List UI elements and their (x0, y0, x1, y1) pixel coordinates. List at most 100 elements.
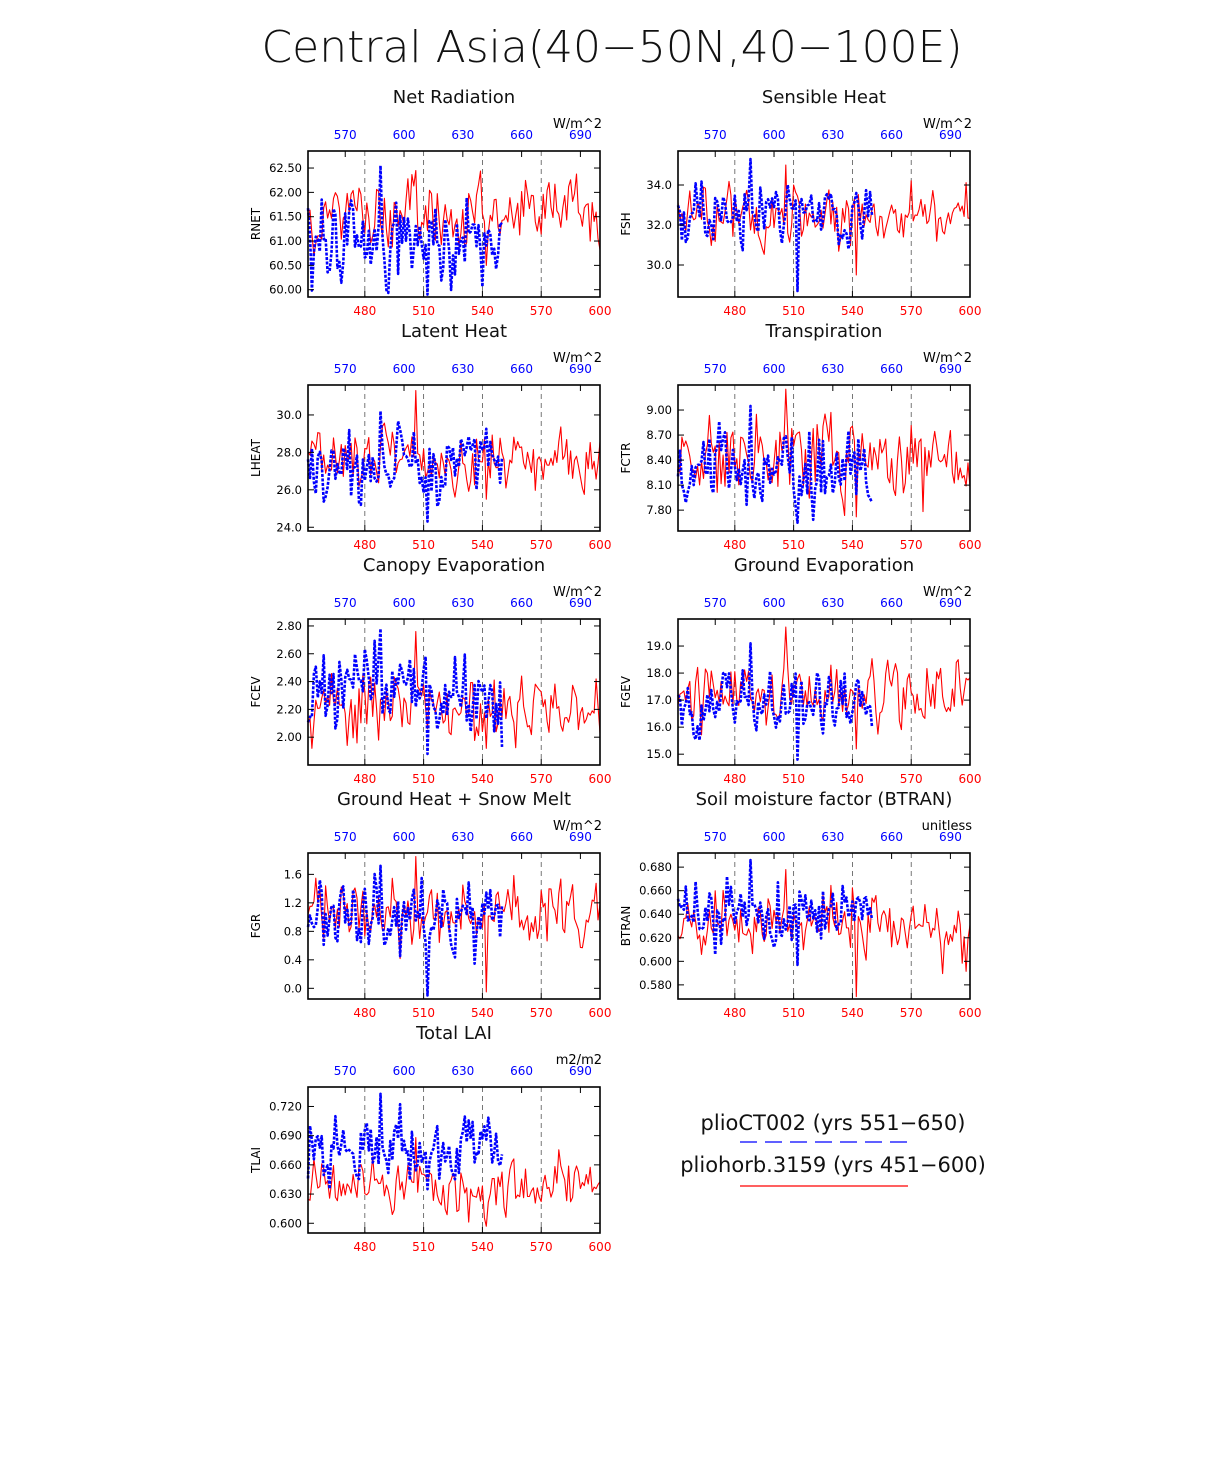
x-top-tick-label: 660 (510, 362, 533, 376)
x-bottom-tick-label: 480 (353, 304, 376, 318)
x-bottom-tick-label: 600 (589, 772, 612, 786)
y-tick-label: 0.680 (639, 860, 672, 874)
y-tick-label: 62.50 (269, 161, 302, 175)
legend-entry-pliohorb: pliohorb.3159 (yrs 451−600) (680, 1153, 986, 1177)
series-line-plioct002 (306, 409, 504, 523)
x-top-tick-label: 660 (510, 1064, 533, 1078)
x-top-tick-label: 630 (821, 362, 844, 376)
series-line-plioct002 (306, 1092, 504, 1191)
y-axis-label: FCEV (249, 676, 263, 708)
y-tick-label: 2.00 (276, 730, 302, 744)
plot-frame (677, 852, 971, 1000)
y-tick-label: 0.8 (284, 924, 302, 938)
y-tick-label: 2.80 (276, 619, 302, 633)
x-top-tick-label: 660 (880, 830, 903, 844)
y-tick-label: 30.0 (276, 408, 302, 422)
x-bottom-tick-label: 570 (900, 304, 923, 318)
x-bottom-tick-label: 510 (782, 1006, 805, 1020)
y-axis-label: BTRAN (619, 906, 633, 947)
x-top-tick-label: 690 (939, 362, 962, 376)
units-label: W/m^2 (923, 351, 972, 366)
x-bottom-tick-label: 510 (782, 304, 805, 318)
x-top-tick-label: 690 (569, 830, 592, 844)
x-top-tick-label: 600 (393, 362, 416, 376)
y-tick-label: 62.00 (269, 185, 302, 199)
panel-rnet: Net Radiation W/m^2 RNET 480 510 540 570 600 570… (249, 87, 611, 318)
y-tick-label: 26.0 (276, 483, 302, 497)
x-bottom-tick-label: 480 (353, 1006, 376, 1020)
x-top-tick-label: 690 (569, 1064, 592, 1078)
y-tick-label: 17.0 (646, 693, 672, 707)
x-bottom-tick-label: 480 (353, 772, 376, 786)
panel-fctr: Transpiration W/m^2 FCTR 480 510 540 570 600 570… (619, 321, 981, 552)
x-bottom-tick-label: 510 (782, 772, 805, 786)
plot-frame (307, 852, 601, 1000)
x-top-tick-label: 600 (393, 596, 416, 610)
series-line-plioct002 (306, 864, 504, 997)
y-tick-label: 0.0 (284, 981, 302, 995)
x-top-tick-label: 600 (763, 362, 786, 376)
plot-frame (307, 618, 601, 766)
panel-fcev: Canopy Evaporation W/m^2 FCEV 480 510 540 570 6… (249, 555, 611, 786)
y-tick-label: 8.40 (646, 453, 672, 467)
x-bottom-tick-label: 600 (589, 538, 612, 552)
series-line-pliohorb (307, 630, 601, 749)
x-top-tick-label: 660 (880, 362, 903, 376)
series-line-pliohorb (677, 868, 971, 998)
y-tick-label: 60.50 (269, 258, 302, 272)
panel-fgr: Ground Heat + Snow Melt W/m^2 FGR 480 510 540… (249, 789, 611, 1020)
y-tick-label: 0.630 (269, 1187, 302, 1201)
units-label: W/m^2 (553, 819, 602, 834)
x-bottom-tick-label: 570 (530, 1006, 553, 1020)
x-top-tick-label: 570 (334, 1064, 357, 1078)
x-bottom-tick-label: 510 (412, 772, 435, 786)
x-bottom-tick-label: 510 (782, 538, 805, 552)
panel-title-tlai: Total LAI (415, 1023, 492, 1044)
x-top-tick-label: 660 (880, 128, 903, 142)
x-bottom-tick-label: 480 (353, 1240, 376, 1254)
panel-title-lheat: Latent Heat (401, 321, 507, 342)
y-axis-label: LHEAT (249, 438, 263, 477)
x-bottom-tick-label: 510 (412, 304, 435, 318)
x-top-tick-label: 660 (510, 128, 533, 142)
x-top-tick-label: 630 (451, 362, 474, 376)
y-tick-label: 15.0 (646, 747, 672, 761)
y-tick-label: 8.70 (646, 428, 672, 442)
units-label: W/m^2 (923, 585, 972, 600)
x-top-tick-label: 600 (393, 1064, 416, 1078)
y-tick-label: 0.620 (639, 931, 672, 945)
x-bottom-tick-label: 540 (841, 1006, 864, 1020)
x-bottom-tick-label: 600 (959, 772, 982, 786)
y-axis-label: FGR (249, 914, 263, 939)
y-tick-label: 0.600 (269, 1216, 302, 1230)
y-tick-label: 60.00 (269, 283, 302, 297)
x-top-tick-label: 630 (451, 128, 474, 142)
y-axis-label: FSH (619, 212, 633, 235)
x-top-tick-label: 570 (334, 128, 357, 142)
x-bottom-tick-label: 480 (723, 304, 746, 318)
x-bottom-tick-label: 570 (530, 304, 553, 318)
y-tick-label: 2.60 (276, 647, 302, 661)
plot-frame (307, 384, 601, 532)
x-top-tick-label: 570 (334, 596, 357, 610)
x-bottom-tick-label: 480 (353, 538, 376, 552)
x-bottom-tick-label: 540 (471, 304, 494, 318)
x-top-tick-label: 630 (821, 596, 844, 610)
panel-title-fgr: Ground Heat + Snow Melt (337, 789, 571, 810)
units-label: W/m^2 (553, 117, 602, 132)
x-top-tick-label: 630 (451, 596, 474, 610)
panel-lheat: Latent Heat W/m^2 LHEAT 480 510 540 570 600 570 6… (249, 321, 611, 552)
x-bottom-tick-label: 510 (412, 538, 435, 552)
x-top-tick-label: 600 (393, 128, 416, 142)
series-line-plioct002 (306, 164, 503, 296)
y-tick-label: 19.0 (646, 639, 672, 653)
series-line-plioct002 (676, 404, 874, 524)
y-tick-label: 34.0 (646, 178, 672, 192)
y-tick-label: 0.720 (269, 1099, 302, 1113)
plot-frame (677, 384, 971, 532)
plot-frame (307, 150, 601, 298)
units-label: unitless (922, 819, 973, 834)
series-line-pliohorb (307, 390, 601, 500)
legend-entry-plioct002: plioCT002 (yrs 551−650) (701, 1111, 966, 1135)
